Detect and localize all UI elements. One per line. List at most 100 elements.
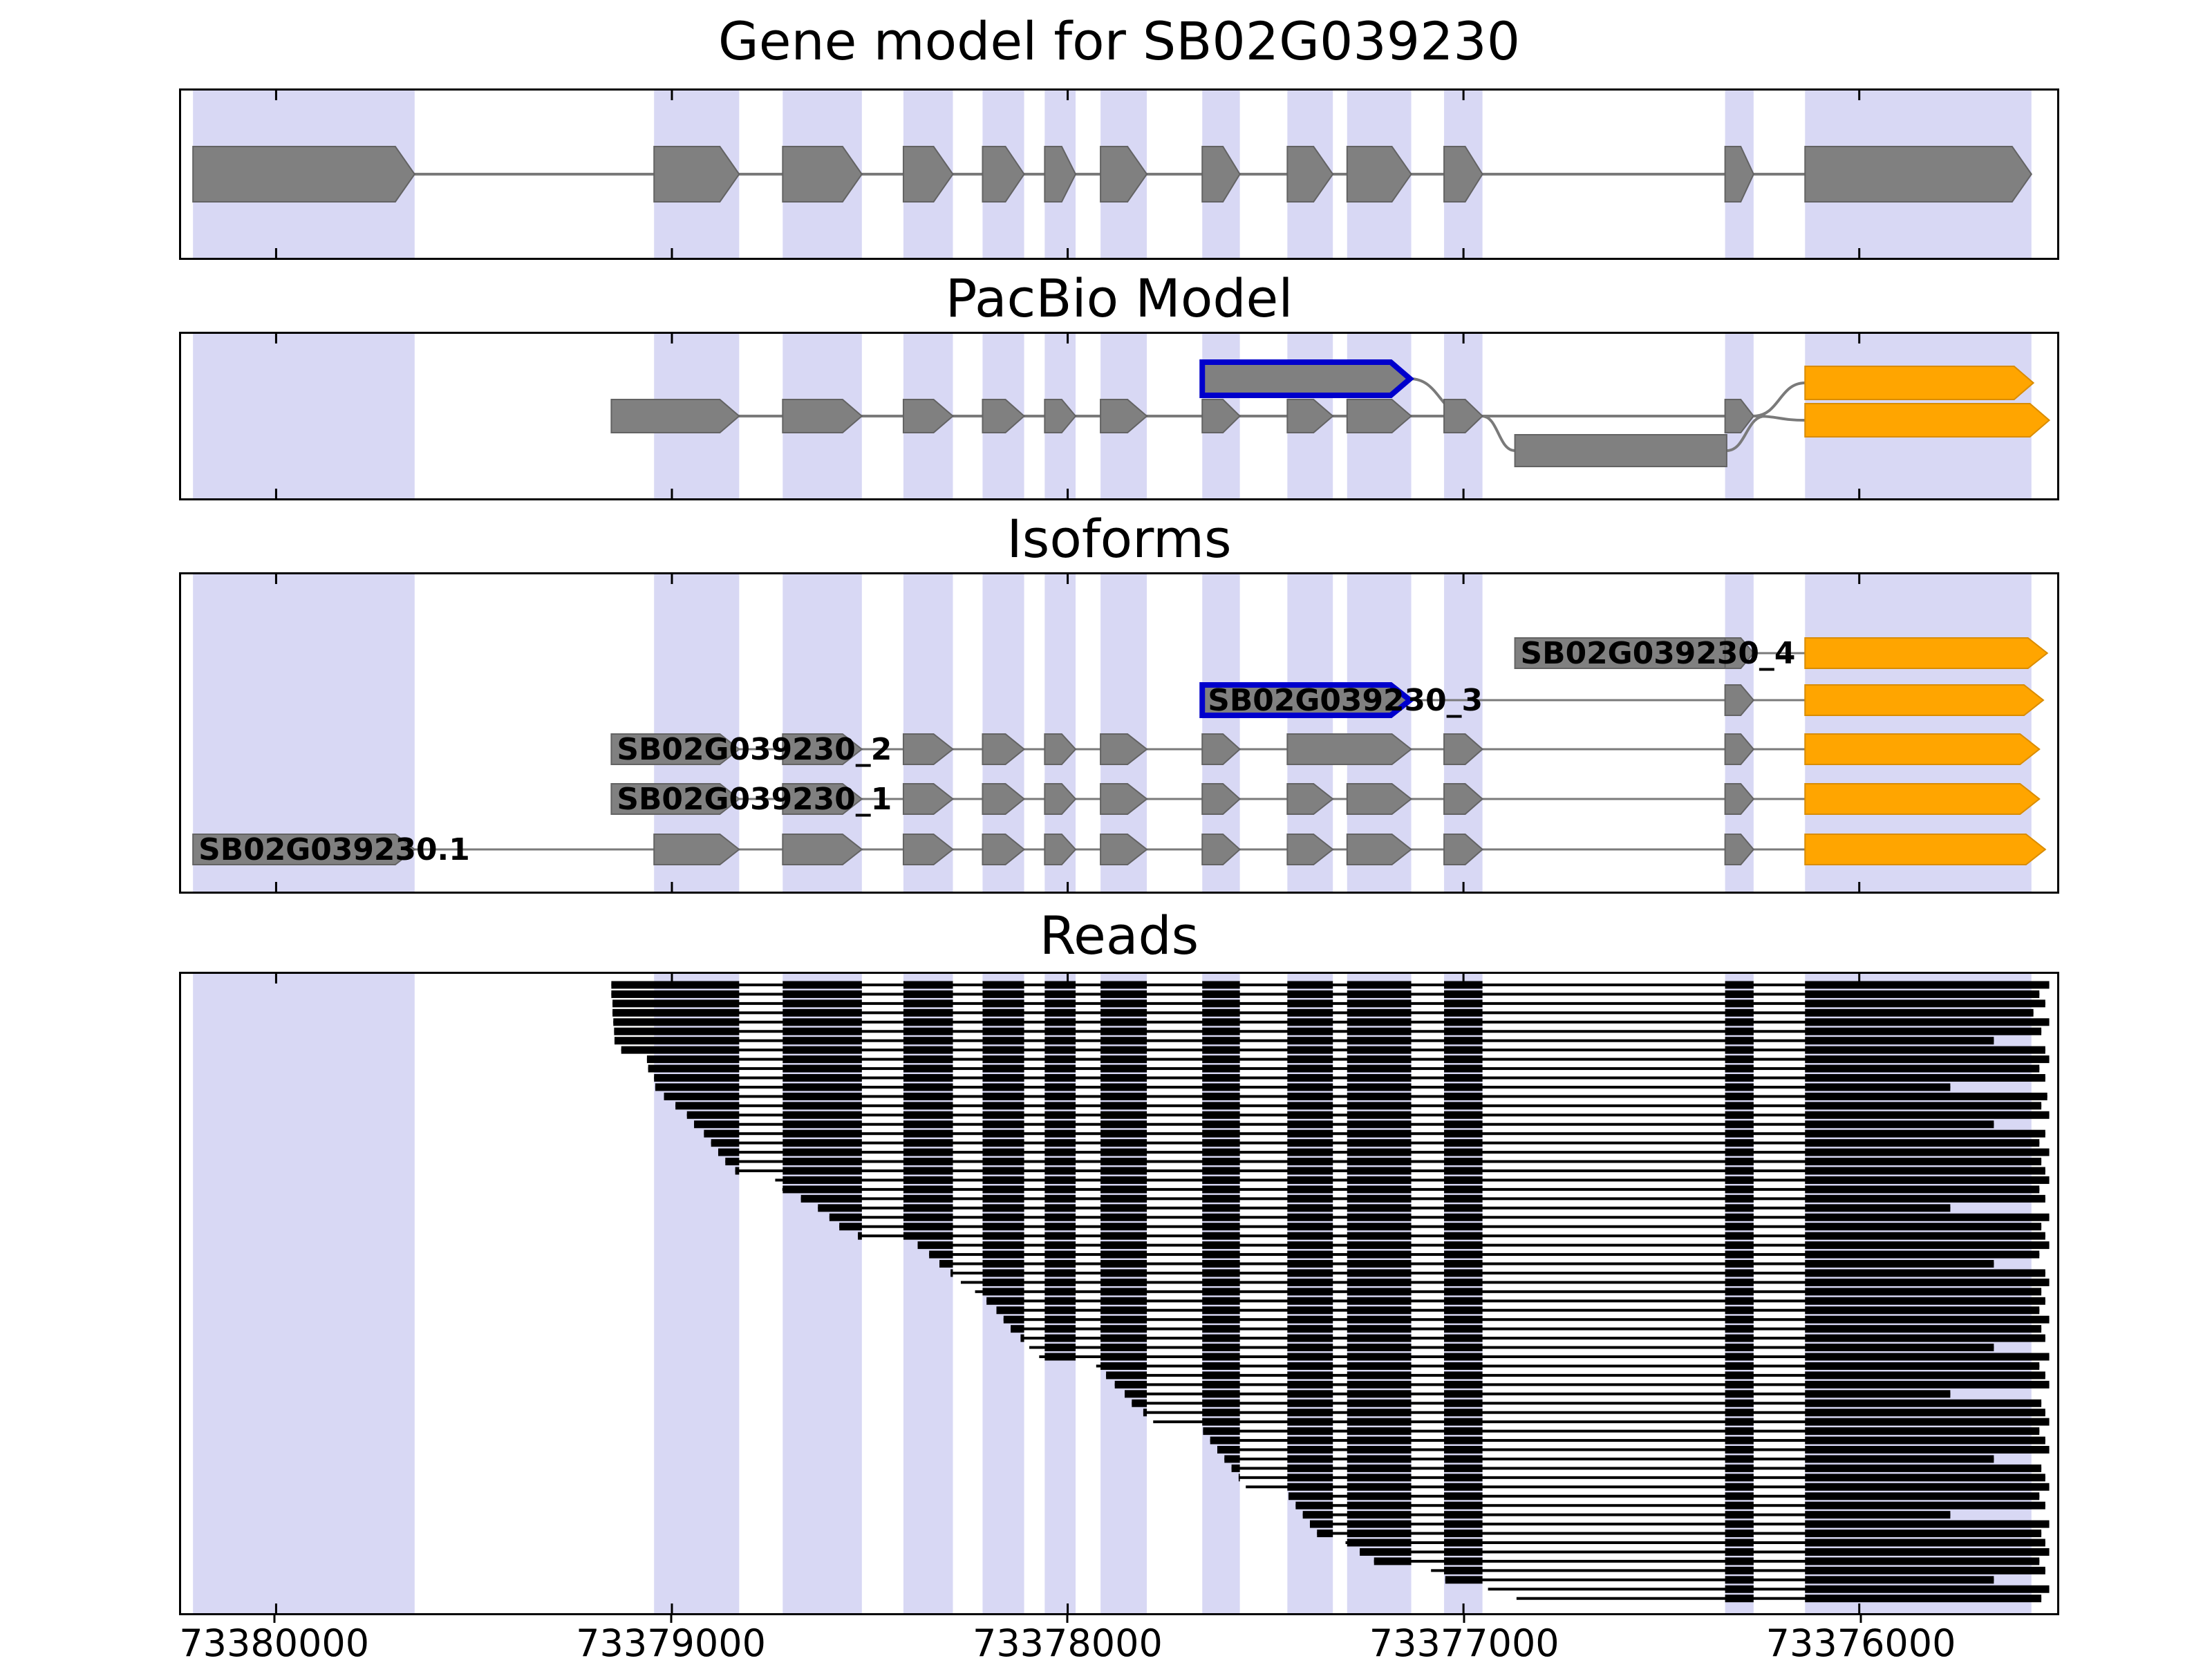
read-exon-segment <box>1805 1334 2045 1342</box>
read-exon-segment <box>903 1223 953 1231</box>
read-exon-segment <box>1347 1083 1412 1091</box>
read-exon-segment <box>1287 1046 1333 1054</box>
read-line <box>986 1299 2045 1303</box>
read-line <box>1445 1578 1994 1581</box>
highlight-band <box>193 974 415 1613</box>
read-exon-segment <box>782 1092 862 1100</box>
read-exon-segment <box>1287 1390 1333 1398</box>
read-exon-segment <box>1202 1399 1240 1407</box>
panel-isoforms: SB02G039230_4 SB02G039230_3 SB02G039230_2 S… <box>179 572 2059 894</box>
read-exon-segment <box>982 1232 1024 1240</box>
read-exon-segment <box>1287 1185 1333 1194</box>
pacbio-exon <box>1044 399 1077 433</box>
read-exon-segment <box>1725 1585 1754 1593</box>
read-exon-segment <box>1100 1250 1147 1259</box>
read-exon-segment <box>1805 1055 2050 1064</box>
splice-curve <box>1753 415 1806 422</box>
read-exon-segment <box>1100 1353 1147 1361</box>
read-exon-segment <box>1100 1055 1147 1064</box>
read-exon-segment <box>1287 1278 1333 1286</box>
read-exon-segment <box>1805 1371 2045 1380</box>
read-exon-segment <box>782 1083 862 1091</box>
read-exon-segment <box>1805 1315 2050 1324</box>
read-exon-segment <box>1287 1102 1333 1110</box>
read-exon-segment <box>1202 1260 1240 1268</box>
read-exon-segment <box>982 1213 1024 1221</box>
read-line <box>1114 1383 2050 1386</box>
read-exon-segment <box>1100 1204 1147 1212</box>
read-exon-segment <box>903 1204 953 1212</box>
read-exon-segment <box>1805 1241 2050 1250</box>
read-exon-segment <box>1444 981 1483 989</box>
isoform-exon <box>1044 834 1077 865</box>
read-exon-segment <box>1805 1167 2045 1175</box>
read-exon-segment <box>655 1083 740 1091</box>
isoform-exon <box>782 834 863 865</box>
read-exon-segment <box>614 1037 740 1045</box>
read-exon-segment <box>1725 1353 1754 1361</box>
read-exon-segment <box>1347 1148 1412 1156</box>
read-exon-segment <box>1347 1278 1412 1286</box>
read-exon-segment <box>1100 1083 1147 1091</box>
read-exon-segment <box>1100 1260 1147 1268</box>
read-exon-segment <box>1100 1213 1147 1221</box>
read-exon-segment <box>1725 1064 1754 1073</box>
read-exon-segment <box>1287 1129 1333 1138</box>
read-exon-segment <box>1444 1185 1483 1194</box>
read-exon-segment <box>1444 1548 1483 1556</box>
read-exon-segment <box>1202 1139 1240 1147</box>
read-exon-segment <box>1725 1018 1754 1026</box>
read-exon-segment <box>1444 1492 1483 1501</box>
orange-end-exon <box>1804 403 2051 438</box>
read-exon-segment <box>1287 1446 1333 1454</box>
read-exon-segment <box>1805 990 2040 998</box>
read-exon-segment <box>1444 1083 1483 1091</box>
read-exon-segment <box>1444 1204 1483 1212</box>
read-exon-segment <box>1347 1418 1412 1426</box>
read-exon-segment <box>1044 1176 1076 1184</box>
read-exon-segment <box>1044 1278 1076 1286</box>
x-axis-tick <box>1463 1615 1465 1623</box>
read-exon-segment <box>1805 1306 2040 1315</box>
panel-title-reads: Reads <box>1039 905 1199 966</box>
read-exon-segment <box>982 1241 1024 1250</box>
read-exon-segment <box>1287 1037 1333 1045</box>
read-exon-segment <box>1725 1269 1754 1277</box>
read-exon-segment <box>903 1120 953 1129</box>
read-exon-segment <box>1347 1046 1412 1054</box>
read-exon-segment <box>982 1260 1024 1268</box>
read-exon-segment <box>1044 1129 1076 1138</box>
read-exon-segment <box>1725 1278 1754 1286</box>
read-exon-segment <box>829 1213 862 1221</box>
read-line <box>775 1178 2050 1182</box>
read-exon-segment <box>782 1055 862 1064</box>
read-exon-segment <box>1444 1213 1483 1221</box>
isoform-exon <box>1804 733 2041 765</box>
panel-title-gene-model: Gene model for SB02G039230 <box>718 10 1521 72</box>
read-exon-segment <box>1143 1409 1147 1417</box>
read-line <box>1309 1523 2050 1526</box>
read-exon-segment <box>1805 1446 2050 1454</box>
read-exon-segment <box>982 1008 1024 1017</box>
read-exon-segment <box>1202 1185 1240 1194</box>
read-exon-segment <box>1725 1474 1754 1482</box>
read-exon-segment <box>1805 1185 2040 1194</box>
read-exon-segment <box>1805 1213 2050 1221</box>
gene-exon <box>653 146 740 203</box>
read-exon-segment <box>782 1148 862 1156</box>
read-exon-segment <box>1100 1092 1147 1100</box>
read-exon-segment <box>1805 1223 2042 1231</box>
read-line <box>1096 1364 2040 1368</box>
read-exon-segment <box>1444 1027 1483 1035</box>
isoform-exon <box>1100 783 1148 815</box>
gene-exon <box>1286 146 1334 203</box>
read-exon-segment <box>1805 999 2045 1008</box>
read-exon-segment <box>1347 999 1412 1008</box>
read-exon-segment <box>1805 1436 2045 1445</box>
read-exon-segment <box>1725 1306 1754 1315</box>
read-exon-segment <box>1224 1455 1240 1463</box>
read-exon-segment <box>782 1176 862 1184</box>
read-exon-segment <box>1444 1446 1483 1454</box>
panel-reads <box>179 972 2059 1615</box>
p3-canvas: SB02G039230_4 SB02G039230_3 SB02G039230_2 S… <box>192 574 2049 892</box>
